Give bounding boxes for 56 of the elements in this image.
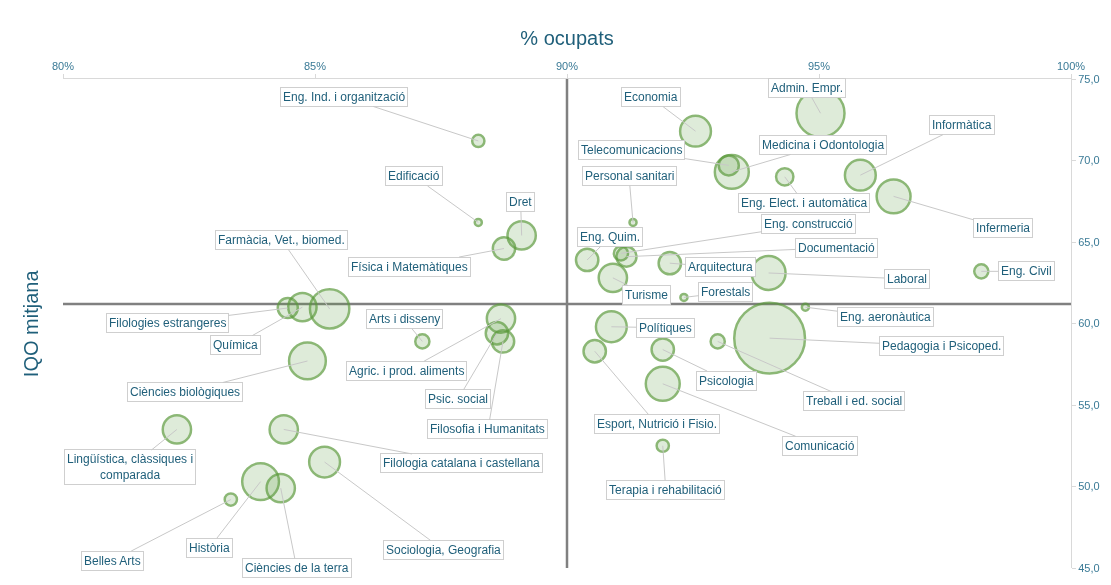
y-tick-label: 45,0 — [1078, 561, 1100, 574]
annotation: Dret — [509, 195, 533, 209]
annotation: Terapia i rehabilitació — [609, 483, 723, 497]
x-tick-label: 85% — [303, 59, 327, 72]
x-tick-label: 90% — [555, 59, 579, 72]
annotation: Psicologia — [699, 374, 755, 388]
annotation: Telecomunicacions — [581, 143, 683, 157]
annotation: Eng. aeronàutica — [840, 310, 932, 324]
annotation: Documentació — [798, 241, 876, 255]
annotation: Belles Arts — [84, 554, 141, 568]
annotation: Eng. Quim. — [580, 230, 641, 244]
annotation: Farmàcia, Vet., biomed. — [218, 233, 345, 247]
annotation: Psic. social — [428, 392, 489, 406]
annotation: Lingüística, clàssiques i comparada — [67, 452, 194, 482]
annotation: Ciències de la terra — [245, 561, 349, 575]
annotation: Eng. construcció — [764, 217, 854, 231]
annotation: Informàtica — [932, 118, 992, 132]
annotation: Química — [213, 338, 258, 352]
annotation: Medicina i Odontologia — [762, 138, 885, 152]
annotation: Esport, Nutrició i Fisio. — [597, 417, 718, 431]
annotation: Física i Matemàtiques — [351, 260, 468, 274]
annotation: Arquitectura — [688, 260, 754, 274]
x-axis-title: % ocupats — [520, 27, 614, 50]
x-tick-label: 100% — [1056, 59, 1086, 72]
annotation: Filosofia i Humanitats — [430, 422, 545, 436]
annotation: Admin. Empr. — [771, 81, 844, 95]
annotation: Forestals — [701, 285, 751, 299]
annotation: Història — [189, 541, 230, 555]
annotation: Infermeria — [976, 221, 1031, 235]
annotation: Eng. Civil — [1001, 264, 1052, 278]
annotation: Polítiques — [639, 321, 692, 335]
annotation: Eng. Elect. i automàtica — [741, 196, 868, 210]
annotation: Comunicació — [785, 439, 855, 453]
y-tick-label: 70,0 — [1078, 154, 1100, 167]
x-tick-label: 80% — [51, 59, 75, 72]
annotation: Arts i disseny — [369, 312, 441, 326]
annotation: Pedagogia i Psicoped. — [882, 339, 1002, 353]
annotation: Filologia catalana i castellana — [383, 456, 541, 470]
y-tick-label: 50,0 — [1078, 480, 1100, 493]
annotation: Agric. i prod. aliments — [349, 364, 465, 378]
y-tick-label: 65,0 — [1078, 235, 1100, 248]
annotation: Sociologia, Geografia — [386, 543, 502, 557]
y-tick-label: 75,0 — [1078, 72, 1100, 85]
annotation: Laboral — [887, 272, 928, 286]
y-tick-label: 55,0 — [1078, 398, 1100, 411]
annotation: Ciències biològiques — [130, 385, 241, 399]
annotation: Eng. Ind. i organització — [283, 90, 406, 104]
y-tick-label: 60,0 — [1078, 317, 1100, 330]
annotation: Personal sanitari — [585, 169, 675, 183]
y-axis-title: IQO mitjana — [20, 269, 43, 378]
annotation: Turisme — [625, 288, 669, 302]
annotation: Economia — [624, 90, 678, 104]
annotation: Treball i ed. social — [806, 394, 903, 408]
x-tick-label: 95% — [807, 59, 831, 72]
annotation: Filologies estrangeres — [109, 316, 227, 330]
annotation: Edificació — [388, 169, 440, 183]
